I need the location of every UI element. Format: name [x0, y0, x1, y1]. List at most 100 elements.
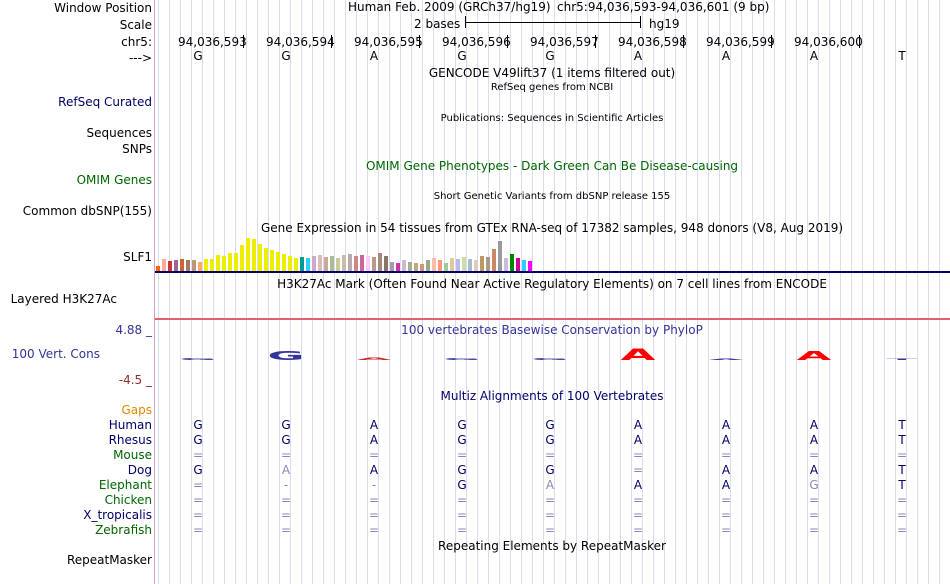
- gtex-tissue-bar[interactable]: [198, 262, 202, 271]
- gtex-tissue-bar[interactable]: [282, 254, 286, 271]
- gtex-tissue-bar[interactable]: [510, 254, 514, 271]
- alignment-base: A: [633, 433, 643, 447]
- gtex-tissue-bar[interactable]: [234, 253, 238, 271]
- refseq-track-title[interactable]: RefSeq genes from NCBI: [490, 82, 614, 93]
- gtex-tissue-bar[interactable]: [300, 257, 304, 271]
- gtex-tissue-bar[interactable]: [384, 256, 388, 271]
- label-layered-h3k27ac[interactable]: Layered H3K27Ac: [10, 292, 117, 306]
- gtex-tissue-bar[interactable]: [348, 254, 352, 271]
- gtex-track-title[interactable]: Gene Expression in 54 tissues from GTEx …: [260, 221, 844, 235]
- dbsnp-track-title[interactable]: Short Genetic Variants from dbSNP releas…: [433, 191, 671, 202]
- label-species-mouse[interactable]: Mouse: [113, 448, 152, 462]
- publications-track-title[interactable]: Publications: Sequences in Scientific Ar…: [440, 113, 664, 124]
- gtex-tissue-bar[interactable]: [498, 241, 502, 271]
- label-species-elephant[interactable]: Elephant: [98, 478, 152, 492]
- gtex-tissue-bar[interactable]: [312, 256, 316, 271]
- gtex-tissue-bar[interactable]: [438, 260, 442, 271]
- gtex-tissue-bar[interactable]: [258, 244, 262, 271]
- gencode-track-title[interactable]: GENCODE V49lift37 (1 items filtered out): [428, 66, 676, 80]
- gtex-tissue-bar[interactable]: [156, 266, 160, 271]
- label-species-x-tropicalis[interactable]: X_tropicalis: [83, 508, 152, 522]
- gtex-tissue-bar[interactable]: [192, 260, 196, 271]
- gtex-tissue-bar[interactable]: [306, 258, 310, 271]
- gtex-tissue-bar[interactable]: [402, 260, 406, 271]
- gtex-tissue-bar[interactable]: [414, 263, 418, 271]
- gtex-tissue-bar[interactable]: [252, 239, 256, 271]
- label-gaps[interactable]: Gaps: [121, 403, 152, 417]
- gtex-expression-bars[interactable]: [155, 236, 555, 271]
- gtex-tissue-bar[interactable]: [222, 256, 226, 271]
- gtex-tissue-bar[interactable]: [432, 258, 436, 271]
- label-species-dog[interactable]: Dog: [127, 463, 152, 477]
- label-strand[interactable]: --->: [128, 51, 152, 65]
- label-repeatmasker[interactable]: RepeatMasker: [66, 553, 152, 567]
- gtex-tissue-bar[interactable]: [246, 238, 250, 271]
- label-omim-genes[interactable]: OMIM Genes: [76, 173, 152, 187]
- label-sequences[interactable]: Sequences: [86, 126, 152, 140]
- gtex-tissue-bar[interactable]: [216, 255, 220, 271]
- gtex-tissue-bar[interactable]: [354, 256, 358, 271]
- gtex-tissue-bar[interactable]: [480, 256, 484, 271]
- track-labels-column: Window Position Scale chr5: ---> RefSeq …: [0, 0, 152, 584]
- gtex-tissue-bar[interactable]: [492, 249, 496, 271]
- gtex-tissue-bar[interactable]: [270, 250, 274, 271]
- gtex-tissue-bar[interactable]: [378, 253, 382, 271]
- gtex-tissue-bar[interactable]: [420, 264, 424, 271]
- gtex-tissue-bar[interactable]: [330, 256, 334, 271]
- gtex-tissue-bar[interactable]: [474, 260, 478, 271]
- gtex-tissue-bar[interactable]: [264, 248, 268, 271]
- gtex-tissue-bar[interactable]: [360, 255, 364, 271]
- omim-track-title[interactable]: OMIM Gene Phenotypes - Dark Green Can Be…: [365, 159, 739, 173]
- label-species-chicken[interactable]: Chicken: [104, 493, 152, 507]
- multiz-track-title[interactable]: Multiz Alignments of 100 Vertebrates: [440, 389, 664, 403]
- label-slf1[interactable]: SLF1: [123, 250, 152, 264]
- gtex-tissue-bar[interactable]: [204, 259, 208, 271]
- label-species-zebrafish[interactable]: Zebrafish: [95, 523, 152, 537]
- label-species-rhesus[interactable]: Rhesus: [108, 433, 152, 447]
- gtex-tissue-bar[interactable]: [294, 258, 298, 271]
- gtex-tissue-bar[interactable]: [462, 257, 466, 271]
- gtex-tissue-bar[interactable]: [528, 261, 532, 271]
- label-common-dbsnp[interactable]: Common dbSNP(155): [22, 204, 152, 218]
- gtex-tissue-bar[interactable]: [276, 252, 280, 271]
- phylop-track-title[interactable]: 100 vertebrates Basewise Conservation by…: [401, 323, 703, 337]
- gtex-tissue-bar[interactable]: [426, 260, 430, 271]
- gtex-tissue-bar[interactable]: [486, 257, 490, 271]
- gtex-tissue-bar[interactable]: [516, 258, 520, 271]
- label-window-position[interactable]: Window Position: [54, 1, 152, 15]
- gtex-tissue-bar[interactable]: [396, 263, 400, 271]
- alignment-base: A: [633, 418, 643, 432]
- gtex-tissue-bar[interactable]: [318, 255, 322, 271]
- label-species-human[interactable]: Human: [108, 418, 152, 432]
- gtex-tissue-bar[interactable]: [288, 256, 292, 271]
- gtex-tissue-bar[interactable]: [444, 263, 448, 271]
- gtex-tissue-bar[interactable]: [372, 257, 376, 271]
- gtex-tissue-bar[interactable]: [450, 258, 454, 271]
- gtex-tissue-bar[interactable]: [522, 260, 526, 271]
- label-refseq-curated[interactable]: RefSeq Curated: [58, 95, 152, 109]
- gtex-tissue-bar[interactable]: [240, 245, 244, 271]
- gtex-tissue-bar[interactable]: [336, 258, 340, 271]
- label-100-vert-cons[interactable]: 100 Vert. Cons: [11, 347, 100, 361]
- gtex-tissue-bar[interactable]: [174, 260, 178, 271]
- gtex-tissue-bar[interactable]: [186, 260, 190, 271]
- label-scale[interactable]: Scale: [119, 18, 152, 32]
- gtex-tissue-bar[interactable]: [168, 261, 172, 271]
- track-image[interactable]: Human Feb. 2009 (GRCh37/hg19) chr5:94,03…: [155, 0, 950, 584]
- gtex-tissue-bar[interactable]: [162, 259, 166, 271]
- gtex-tissue-bar[interactable]: [366, 256, 370, 271]
- gtex-tissue-bar[interactable]: [324, 257, 328, 271]
- gtex-tissue-bar[interactable]: [342, 255, 346, 271]
- gtex-tissue-bar[interactable]: [468, 259, 472, 271]
- gtex-tissue-bar[interactable]: [180, 259, 184, 271]
- repeatmasker-track-title[interactable]: Repeating Elements by RepeatMasker: [438, 539, 666, 553]
- label-snps[interactable]: SNPs: [122, 142, 152, 156]
- gtex-tissue-bar[interactable]: [504, 258, 508, 271]
- gtex-tissue-bar[interactable]: [210, 259, 214, 271]
- gtex-tissue-bar[interactable]: [456, 259, 460, 271]
- h3k27ac-track-title[interactable]: H3K27Ac Mark (Often Found Near Active Re…: [277, 277, 827, 291]
- gtex-tissue-bar[interactable]: [228, 253, 232, 271]
- gtex-tissue-bar[interactable]: [408, 262, 412, 271]
- label-chrom[interactable]: chr5:: [121, 35, 152, 49]
- gtex-tissue-bar[interactable]: [390, 262, 394, 271]
